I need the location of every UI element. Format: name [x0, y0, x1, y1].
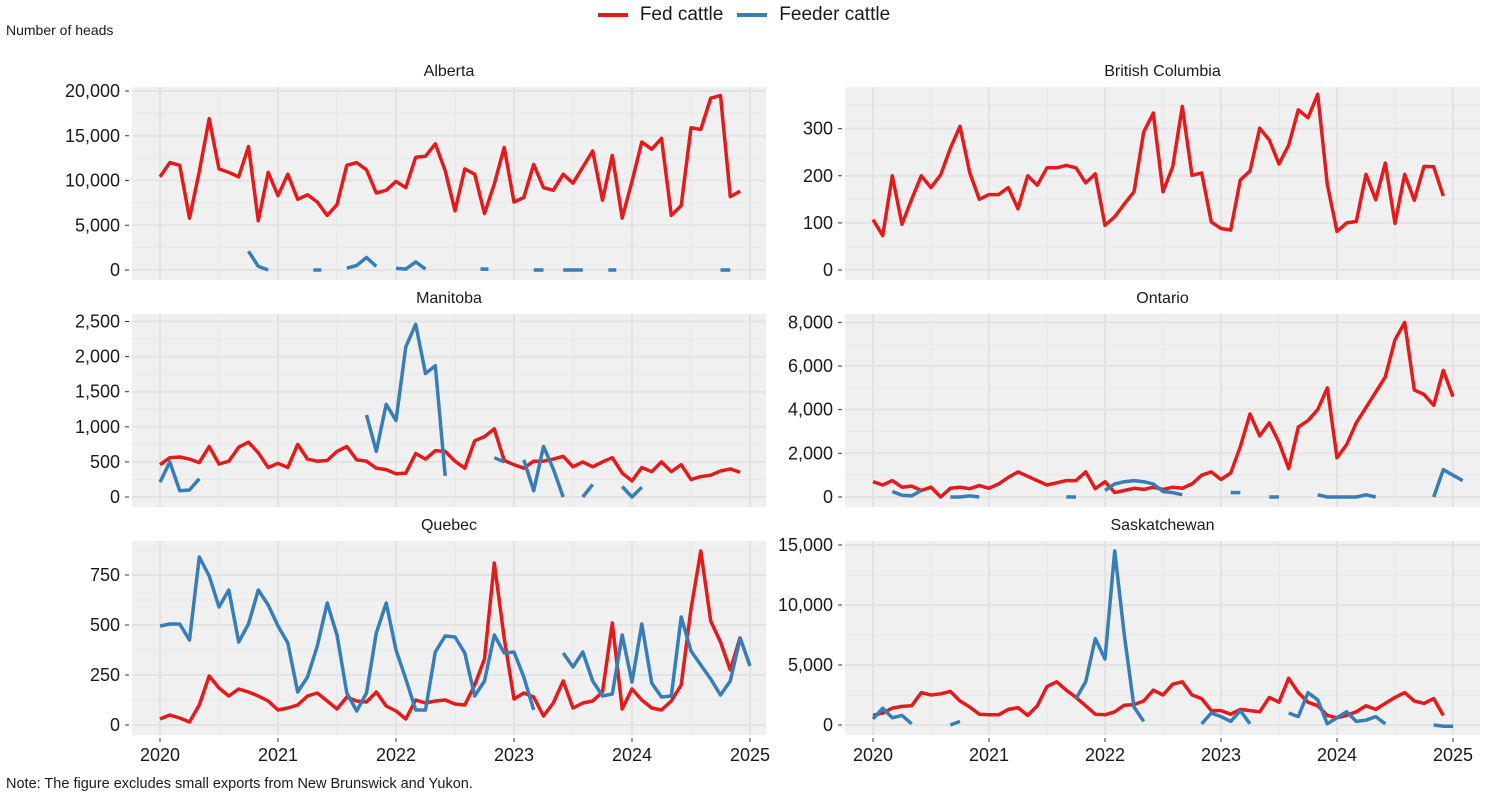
y-tick-label: 20,000 — [65, 81, 120, 101]
panel-title-saskatchewan: Saskatchewan — [1110, 517, 1214, 534]
x-tick-label: 2025 — [730, 745, 770, 765]
series-line-feeder-cattle — [1104, 478, 1183, 497]
panel-alberta: 0 5,000 10,000 15,000 20,000 Alberta — [65, 63, 766, 280]
series-line-fed-cattle — [158, 427, 741, 483]
series-line-feeder-cattle — [1432, 467, 1464, 498]
x-tick-label: 2023 — [494, 745, 534, 765]
series-line-feeder-cattle — [346, 255, 378, 270]
legend-item-feeder-cattle[interactable]: Feeder cattle — [737, 4, 890, 26]
y-tick-label: 0 — [823, 487, 833, 507]
series-line-feeder-cattle — [158, 460, 201, 493]
series-line-feeder-cattle — [949, 719, 961, 727]
panel-title-alberta: Alberta — [424, 63, 475, 80]
y-tick-label: 100 — [803, 213, 833, 233]
panel-title-ontario: Ontario — [1136, 290, 1189, 307]
series-line-feeder-cattle — [1288, 690, 1387, 726]
panel-ontario: 0 2,000 4,000 6,000 8,000 Ontario — [788, 290, 1480, 507]
x-tick-label: 2020 — [140, 745, 180, 765]
series-line-feeder-cattle — [493, 456, 505, 464]
series-line-fed-cattle — [159, 549, 742, 724]
panel-title-manitoba: Manitoba — [416, 290, 482, 307]
series-line-feeder-cattle — [247, 250, 269, 272]
y-tick-label: 15,000 — [65, 126, 120, 146]
y-tick-label: 5,000 — [788, 655, 833, 675]
x-tick-label: 2021 — [258, 745, 298, 765]
legend: Fed cattle Feeder cattle — [0, 4, 1488, 26]
legend-swatch-fed-cattle — [597, 13, 628, 17]
series-line-feeder-cattle — [620, 485, 644, 499]
y-tick-label: 0 — [110, 715, 120, 735]
y-axis-title: Number of heads — [6, 22, 114, 38]
y-tick-label: 300 — [803, 119, 833, 139]
y-tick-label: 2,000 — [788, 443, 833, 463]
y-tick-label: 200 — [803, 166, 833, 186]
panel-title-quebec: Quebec — [421, 517, 477, 534]
y-tick-label: 5,000 — [75, 215, 120, 235]
y-tick-label: 6,000 — [788, 356, 833, 376]
y-tick-label: 2,500 — [75, 312, 120, 332]
legend-swatch-feeder-cattle — [737, 13, 768, 17]
series-line-feeder-cattle — [950, 494, 980, 499]
y-tick-label: 250 — [90, 665, 120, 685]
series-line-feeder-cattle — [522, 444, 565, 498]
series-line-feeder-cattle — [395, 260, 427, 271]
legend-item-fed-cattle[interactable]: Fed cattle — [597, 4, 724, 26]
series-line-fed-cattle — [871, 92, 1445, 238]
series-line-feeder-cattle — [891, 488, 923, 498]
legend-label-feeder-cattle: Feeder cattle — [779, 4, 891, 25]
y-tick-label: 4,000 — [788, 400, 833, 420]
y-tick-label: 750 — [90, 565, 120, 585]
y-tick-label: 0 — [110, 487, 120, 507]
legend-label-fed-cattle: Fed cattle — [639, 4, 724, 25]
x-tick-label: 2023 — [1201, 745, 1241, 765]
y-tick-label: 8,000 — [788, 312, 833, 332]
x-tick-label: 2025 — [1433, 745, 1473, 765]
y-tick-label: 10,000 — [65, 171, 120, 191]
y-tick-label: 500 — [90, 452, 120, 472]
series-line-feeder-cattle — [1317, 493, 1377, 499]
y-tick-label: 500 — [90, 615, 120, 635]
plot-area-manitoba — [132, 314, 766, 507]
y-tick-label: 1,500 — [75, 382, 120, 402]
x-tick-label: 2022 — [376, 745, 416, 765]
panel-title-british-columbia: British Columbia — [1104, 63, 1221, 80]
y-tick-label: 0 — [110, 260, 120, 280]
panel-manitoba: 0 500 1,000 1,500 2,000 2,500 Manitoba — [75, 290, 766, 507]
series-line-feeder-cattle — [871, 706, 913, 726]
series-line-feeder-cattle — [561, 615, 752, 699]
series-line-feeder-cattle — [581, 483, 595, 499]
series-line-feeder-cattle — [364, 322, 447, 477]
series-line-fed-cattle — [158, 93, 742, 223]
y-tick-label: 15,000 — [778, 535, 833, 555]
series-line-feeder-cattle — [1074, 549, 1146, 723]
series-line-feeder-cattle — [159, 555, 536, 713]
panel-quebec: 0 250 500 750 2020 2021 2022 2023 2024 2025 Quebec — [90, 517, 770, 765]
panel-british-columbia: 0 100 200 300 British Columbia — [803, 63, 1480, 280]
y-tick-label: 1,000 — [75, 417, 120, 437]
x-tick-label: 2022 — [1085, 745, 1125, 765]
series-line-feeder-cattle — [1433, 723, 1453, 728]
y-tick-label: 2,000 — [75, 347, 120, 367]
x-tick-label: 2020 — [853, 745, 893, 765]
y-tick-label: 0 — [823, 715, 833, 735]
x-tick-label: 2024 — [612, 745, 652, 765]
y-tick-label: 10,000 — [778, 595, 833, 615]
y-tick-label: 0 — [823, 260, 833, 280]
x-tick-label: 2021 — [969, 745, 1009, 765]
panel-saskatchewan: 0 5,000 10,000 15,000 2020 2021 2022 2023 2024 20… — [778, 517, 1480, 765]
x-tick-label: 2024 — [1317, 745, 1357, 765]
chart-note: Note: The figure excludes small exports … — [6, 776, 473, 792]
series-line-feeder-cattle — [1200, 708, 1252, 725]
